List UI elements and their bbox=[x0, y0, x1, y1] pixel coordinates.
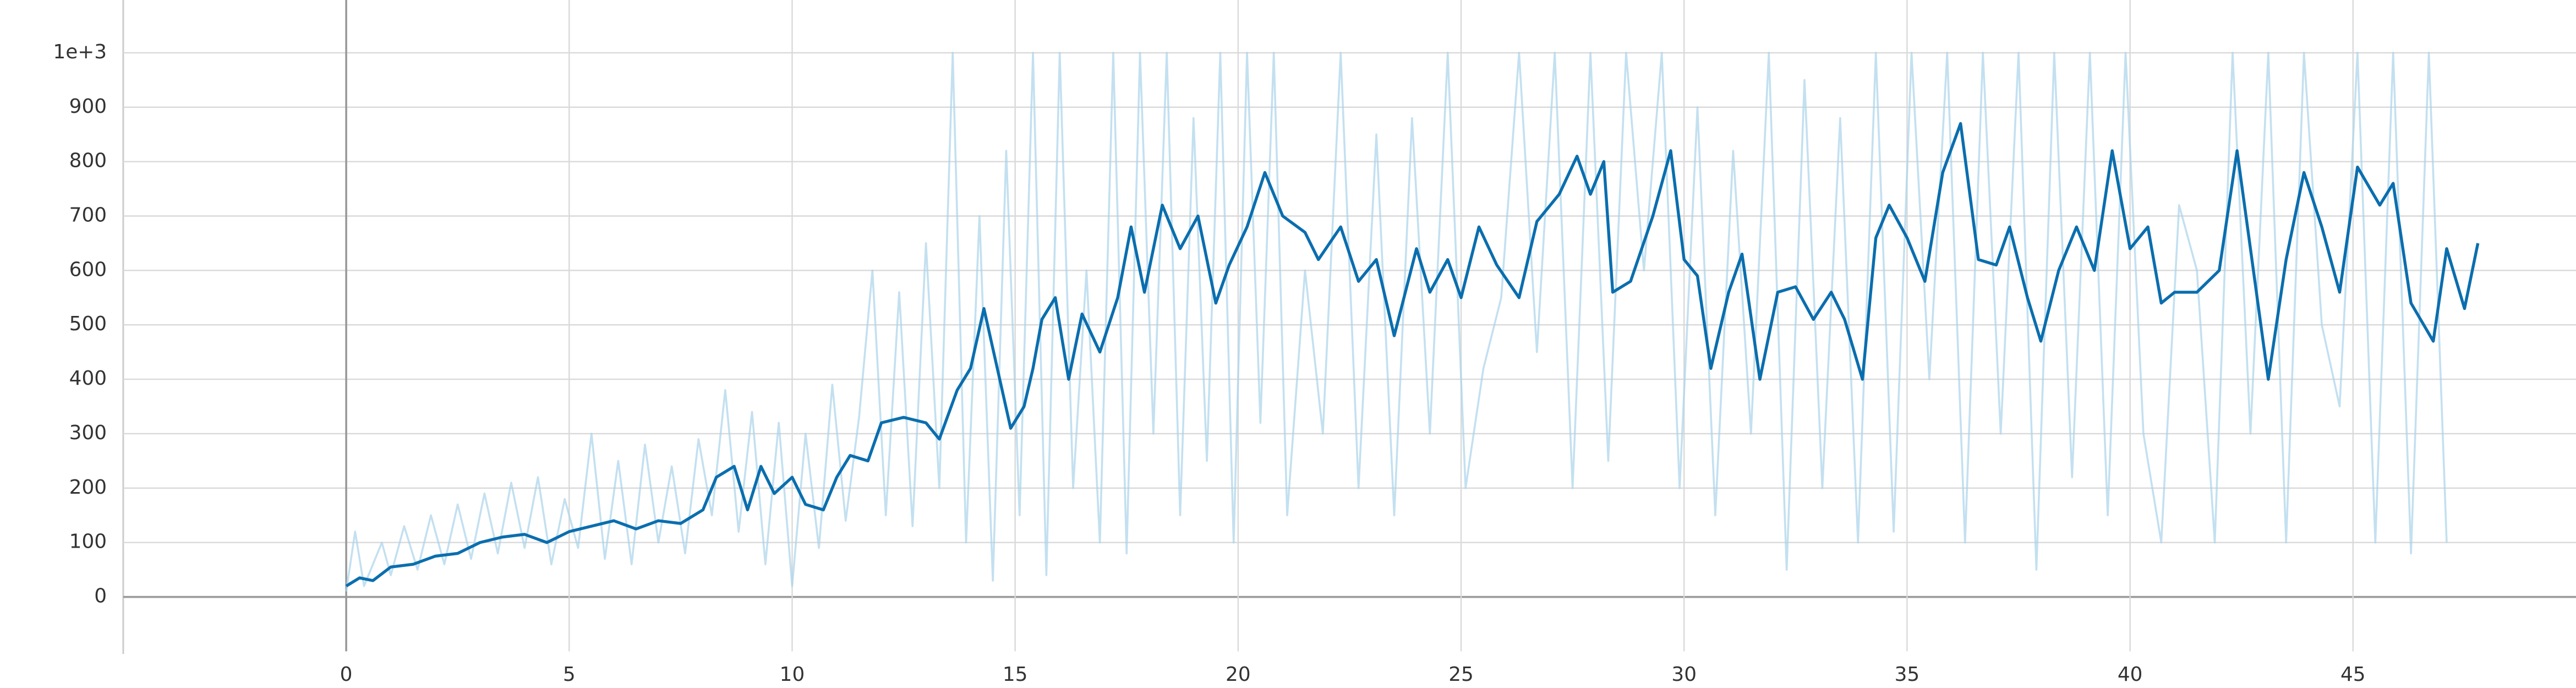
x-tick-label: 15 bbox=[1003, 663, 1028, 686]
raw-line bbox=[345, 52, 2448, 592]
x-tick-label: 40 bbox=[2118, 663, 2143, 686]
x-tick-label: 0 bbox=[340, 663, 353, 686]
y-tick-label: 600 bbox=[69, 258, 107, 281]
y-tick-label: 700 bbox=[69, 204, 107, 227]
x-tick-label: 10 bbox=[780, 663, 805, 686]
y-tick-label: 0 bbox=[94, 585, 107, 608]
y-tick-label: 900 bbox=[69, 95, 107, 118]
smoothed-line bbox=[345, 122, 2480, 588]
y-tick-label: 100 bbox=[69, 531, 107, 553]
y-tick-label: 500 bbox=[69, 313, 107, 335]
y-tick-label: 800 bbox=[69, 150, 107, 172]
x-tick-label: 25 bbox=[1448, 663, 1474, 686]
x-tick-label: 35 bbox=[1895, 663, 1920, 686]
x-tick-label: 20 bbox=[1226, 663, 1251, 686]
y-tick-label: 300 bbox=[69, 422, 107, 444]
x-tick-label: 45 bbox=[2340, 663, 2366, 686]
y-tick-label: 200 bbox=[69, 476, 107, 499]
x-tick-label: 5 bbox=[563, 663, 576, 686]
x-tick-label: 30 bbox=[1671, 663, 1697, 686]
y-tick-label: 1e+3 bbox=[53, 41, 107, 63]
y-tick-label: 400 bbox=[69, 367, 107, 390]
